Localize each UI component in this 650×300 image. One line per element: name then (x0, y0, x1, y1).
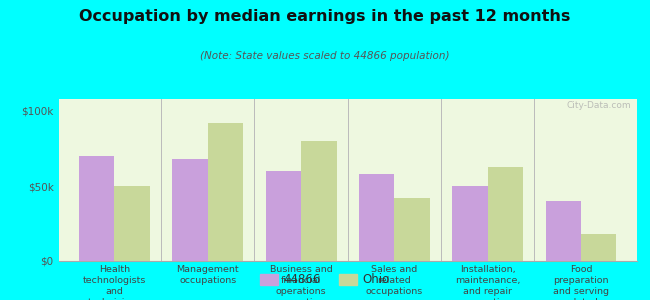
Bar (79, 156, 114, 261)
Text: Occupation by median earnings in the past 12 months: Occupation by median earnings in the pas… (79, 9, 571, 24)
Bar (114, 186, 150, 261)
Legend: 44866, Ohio: 44866, Ohio (255, 269, 395, 291)
Text: (Note: State values scaled to 44866 population): (Note: State values scaled to 44866 popu… (200, 51, 450, 61)
Bar (395, 198, 430, 261)
Bar (266, 171, 301, 261)
Bar (581, 234, 616, 261)
Bar (208, 123, 243, 261)
Bar (545, 201, 581, 261)
Bar (359, 174, 395, 261)
Bar (452, 186, 488, 261)
Bar (488, 167, 523, 261)
Bar (301, 141, 337, 261)
Bar (172, 159, 208, 261)
Text: City-Data.com: City-Data.com (567, 100, 631, 109)
